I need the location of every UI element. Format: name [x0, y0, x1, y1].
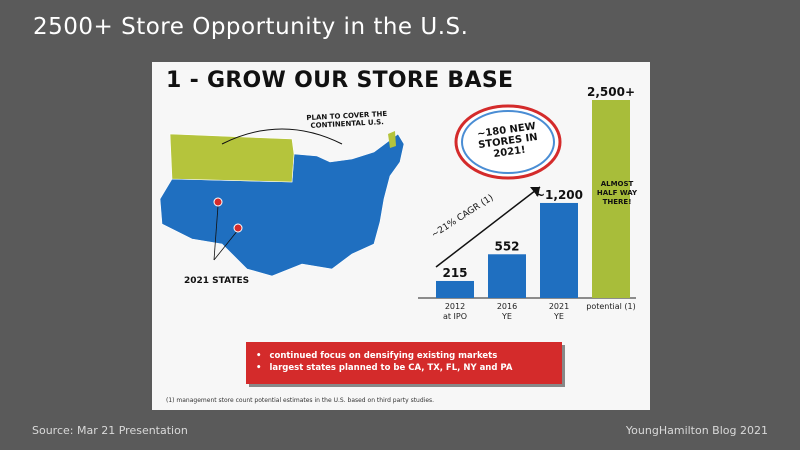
bar-value-label: ~1,200: [535, 188, 583, 202]
footer-source: Source: Mar 21 Presentation: [32, 424, 188, 437]
bar: [436, 280, 474, 298]
footer-credit: YoungHamilton Blog 2021: [625, 424, 768, 437]
category-label: 2021 YE: [549, 302, 569, 321]
bullet-item: continued focus on densifying existing m…: [256, 350, 562, 362]
callout-bubble: [454, 104, 562, 180]
plan-arc-arrow: [221, 128, 343, 145]
bullet-item: largest states planned to be CA, TX, FL,…: [256, 362, 562, 374]
map-pointer-line: [213, 205, 219, 261]
bar: [488, 254, 526, 298]
almost-label: ALMOST HALF WAY THERE!: [596, 180, 638, 206]
bar-potential: [592, 100, 630, 298]
presentation-panel: 1 - GROW OUR STORE BASE PLAN TO COVER TH…: [152, 62, 650, 410]
state-marker-icon: [233, 223, 243, 233]
cagr-arrow-head: [530, 187, 540, 197]
panel-heading: 1 - GROW OUR STORE BASE: [166, 68, 514, 93]
store-count-chart: 215 2012 at IPO 552 2016 YE ~1,200 2021 YE 2,500+…: [418, 85, 636, 321]
bar-value-label: 2,500+: [587, 85, 635, 99]
map-pointer-line: [213, 229, 239, 261]
category-label: 2016 YE: [497, 302, 517, 321]
bar-value-label: 215: [442, 266, 467, 280]
footnote: (1) management store count potential est…: [166, 397, 435, 404]
bar: [540, 202, 578, 298]
bar-value-label: 552: [494, 239, 519, 253]
us-map: [159, 128, 405, 277]
map-vermont: [388, 131, 396, 148]
states-label: 2021 STATES: [184, 276, 250, 286]
state-marker-icon: [213, 197, 223, 207]
category-label: potential (1): [586, 302, 635, 311]
cagr-arrow-line: [435, 186, 541, 268]
bullet-box: continued focus on densifying existing m…: [246, 342, 562, 384]
callout-bubble-inner: [461, 110, 555, 174]
category-label: 2012 at IPO: [443, 302, 467, 321]
map-northwest-region: [169, 133, 295, 183]
slide-title: 2500+ Store Opportunity in the U.S.: [33, 14, 469, 40]
